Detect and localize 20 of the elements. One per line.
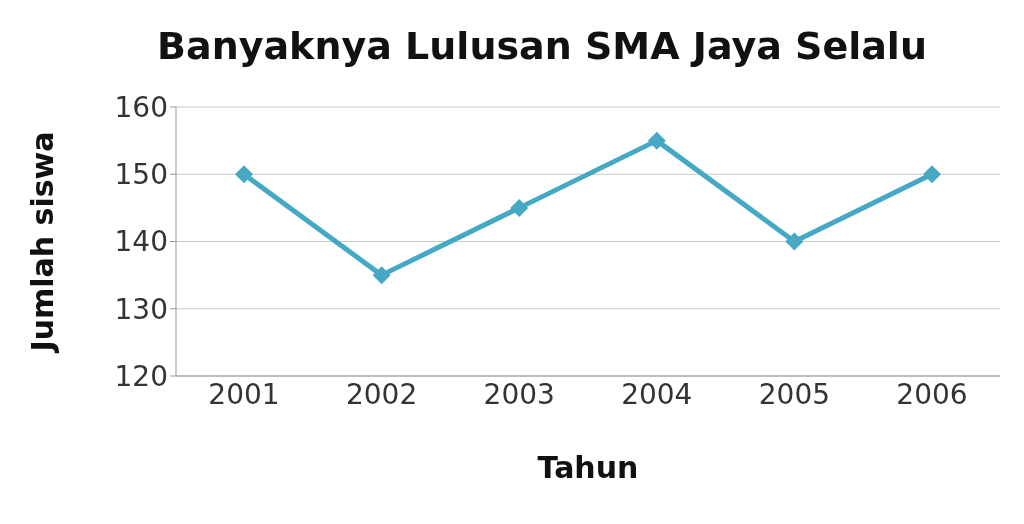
point (647, 131, 666, 150)
x-tick-label: 2006 (896, 377, 968, 411)
point (372, 266, 391, 285)
y-axis-title: Jumlah siswa (24, 131, 60, 354)
x-tick-label: 2001 (208, 377, 280, 411)
x-tick-label: 2002 (345, 377, 418, 411)
chart-title: Banyaknya Lulusan SMA Jaya Selalu (156, 22, 928, 70)
point (510, 198, 529, 217)
point (235, 165, 253, 184)
y-tick-label: 120 (114, 359, 168, 393)
x-tick-label: 2003 (483, 377, 555, 411)
x-tick-label: 2004 (621, 377, 693, 411)
y-tick-label: 150 (114, 158, 168, 192)
point (923, 165, 941, 184)
x-axis-title: Tahun (537, 450, 639, 485)
y-tick-label: 160 (114, 90, 168, 124)
point (785, 232, 804, 251)
y-tick-label: 140 (114, 225, 168, 259)
x-tick-label: 2005 (758, 377, 831, 411)
y-tick-label: 130 (114, 292, 168, 326)
